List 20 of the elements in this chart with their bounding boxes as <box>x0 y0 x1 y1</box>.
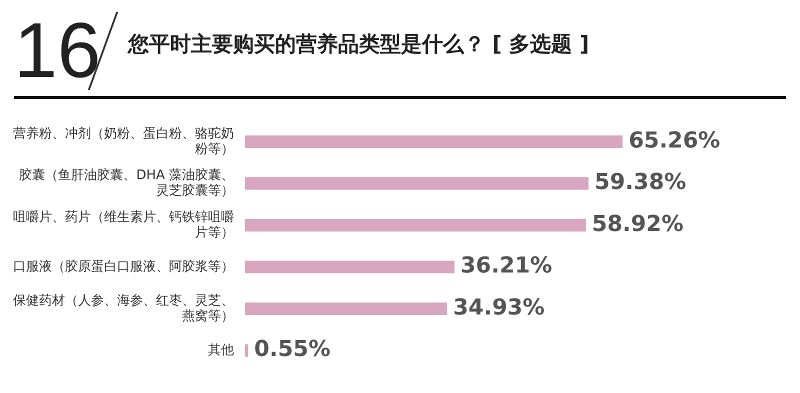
data-label: 34.93% <box>453 295 545 320</box>
bar <box>245 135 623 148</box>
y-tick-label: 其他 <box>208 342 234 358</box>
y-tick-label: 口服液（胶原蛋白口服液、阿胶浆等） <box>13 259 234 274</box>
y-tick-label: 保健药材（人参、海参、红枣、灵芝、燕窝等） <box>13 293 234 324</box>
y-tick-label: 咀嚼片、药片（维生素片、钙铁锌咀嚼片等） <box>13 210 234 240</box>
y-tick-label: 营养粉、冲剂（奶粉、蛋白粉、骆驼奶粉等） <box>13 125 234 157</box>
data-label: 0.55% <box>254 337 331 362</box>
bar <box>245 302 448 316</box>
data-label: 36.21% <box>460 254 552 279</box>
text: 16 <box>14 6 101 94</box>
data-label: 65.26% <box>628 128 720 154</box>
data-label: 59.38% <box>594 170 686 196</box>
bar <box>245 344 248 357</box>
bar <box>245 218 586 232</box>
bar <box>245 260 454 274</box>
data-label: 58.92% <box>592 212 684 237</box>
bar <box>245 177 589 190</box>
y-tick-label: 胶囊（鱼肝油胶囊、DHA 藻油胶囊、灵芝胶囊等） <box>19 168 234 199</box>
chart-title: 您平时主要购买的营养品类型是什么？ [ 多选题 ] <box>128 31 590 58</box>
